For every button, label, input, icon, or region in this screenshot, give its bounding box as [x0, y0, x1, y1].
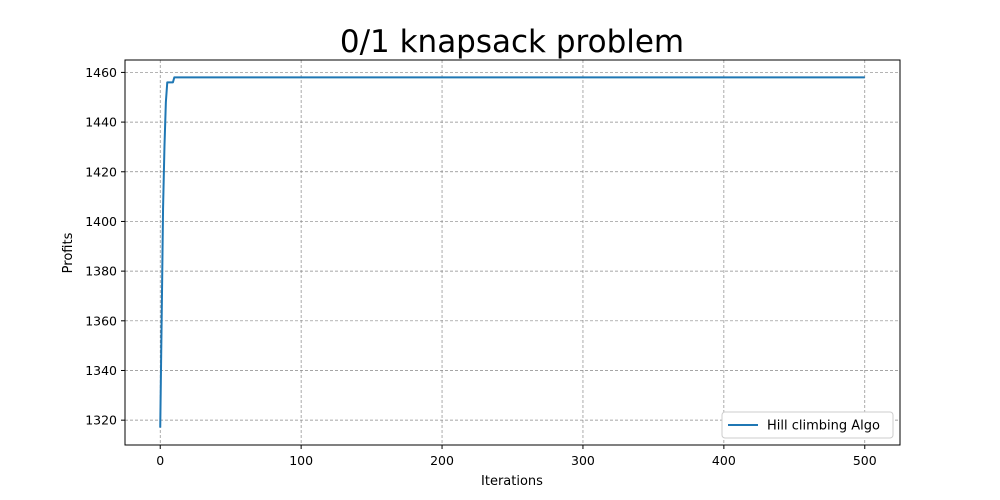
x-tick-label: 200	[430, 453, 454, 468]
x-tick-label: 0	[156, 453, 164, 468]
x-tick-label: 300	[571, 453, 595, 468]
x-axis-label: Iterations	[481, 474, 543, 489]
grid	[125, 60, 900, 445]
series-layer	[159, 76, 865, 428]
chart-title: 0/1 knapsack problem	[340, 24, 684, 60]
legend-box	[721, 411, 894, 439]
legend-label: Hill climbing Algo	[767, 419, 880, 434]
y-tick-label: 1340	[85, 363, 117, 378]
x-tick-label: 400	[712, 453, 736, 468]
y-axis-label: Profits	[61, 232, 76, 273]
series-line	[159, 76, 865, 428]
y-tick-label: 1380	[85, 264, 117, 279]
y-axis: 1320 1340 1360 1380 1400 1420 1440 1460	[85, 65, 125, 428]
x-tick-label: 100	[289, 453, 313, 468]
y-tick-label: 1360	[85, 313, 117, 328]
y-tick-label: 1440	[85, 115, 117, 130]
y-tick-label: 1320	[85, 413, 117, 428]
y-tick-label: 1420	[85, 164, 117, 179]
legend: Hill climbing Algo	[721, 411, 894, 439]
x-axis: 0 100 200 300 400 500	[156, 445, 877, 468]
y-tick-label: 1460	[85, 65, 117, 80]
plot-area-frame	[124, 59, 901, 446]
y-tick-label: 1400	[85, 214, 117, 229]
x-tick-label: 500	[853, 453, 877, 468]
